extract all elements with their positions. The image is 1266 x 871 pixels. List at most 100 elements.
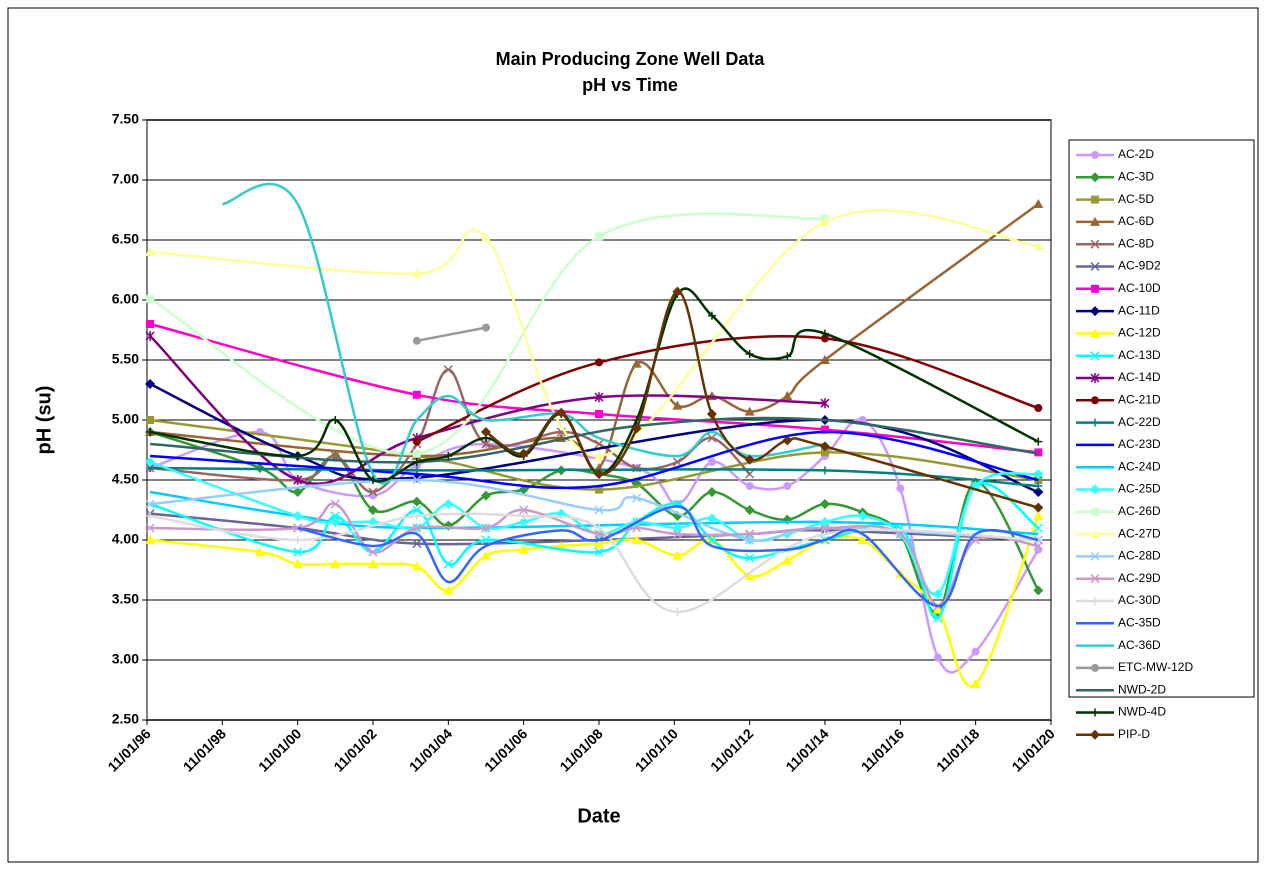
marker	[744, 571, 755, 580]
marker	[145, 379, 156, 389]
y-tick-label: 5.50	[112, 351, 139, 367]
marker	[1090, 484, 1100, 495]
legend-label: AC-22D	[1118, 415, 1161, 429]
marker	[443, 585, 454, 595]
marker	[595, 410, 603, 418]
legend-label: AC-29D	[1118, 571, 1161, 585]
marker	[820, 466, 829, 475]
marker	[145, 499, 155, 509]
marker	[820, 530, 829, 538]
marker	[819, 499, 830, 509]
marker	[896, 484, 905, 493]
marker	[292, 559, 303, 568]
marker	[412, 458, 421, 466]
marker	[412, 505, 422, 515]
marker	[411, 496, 422, 507]
series-line	[222, 182, 826, 485]
y-tick-label: 2.50	[112, 711, 139, 727]
marker	[518, 544, 529, 554]
marker	[857, 511, 868, 521]
legend-label: AC-9D2	[1118, 259, 1161, 273]
marker	[412, 437, 421, 446]
marker	[146, 294, 155, 303]
marker	[480, 427, 491, 437]
marker	[594, 451, 604, 460]
marker	[707, 311, 716, 320]
marker	[145, 535, 156, 544]
marker	[481, 535, 491, 545]
marker	[443, 559, 453, 569]
legend-item: AC-13D	[1076, 348, 1161, 362]
series-line	[149, 212, 826, 456]
legend-item: AC-25D	[1076, 482, 1161, 496]
marker	[782, 391, 793, 400]
marker	[819, 355, 830, 364]
marker	[1033, 541, 1043, 551]
legend-label: AC-26D	[1118, 504, 1161, 518]
marker	[707, 535, 717, 545]
marker	[1034, 437, 1043, 446]
legend-label: AC-2D	[1118, 147, 1154, 161]
series-line	[149, 202, 1040, 472]
marker	[330, 499, 340, 509]
marker	[672, 550, 683, 560]
marker	[412, 449, 421, 458]
legend-label: AC-35D	[1118, 615, 1161, 629]
legend-label: AC-24D	[1118, 459, 1161, 473]
marker	[518, 517, 529, 527]
marker	[971, 647, 980, 656]
marker	[292, 487, 303, 497]
marker	[933, 613, 943, 623]
legend-label: AC-23D	[1118, 437, 1161, 451]
marker	[819, 217, 830, 226]
marker	[145, 247, 156, 256]
legend-item: AC-3D	[1076, 169, 1154, 183]
legend-item: AC-26D	[1076, 504, 1161, 518]
y-tick-label: 6.00	[112, 291, 139, 307]
legend-label: AC-12D	[1118, 326, 1161, 340]
series	[222, 182, 826, 485]
legend-box	[1068, 139, 1255, 698]
marker	[707, 433, 717, 443]
marker	[820, 448, 829, 457]
marker	[411, 561, 422, 571]
marker	[292, 511, 303, 521]
legend-label: AC-36D	[1118, 638, 1161, 652]
marker	[146, 428, 155, 436]
marker	[673, 608, 682, 616]
marker	[672, 286, 683, 297]
series-line	[149, 209, 1039, 458]
marker	[556, 407, 567, 418]
marker	[480, 232, 491, 242]
marker	[1091, 507, 1099, 516]
marker	[412, 336, 421, 345]
series-line	[150, 430, 1039, 490]
marker	[293, 536, 302, 544]
marker	[145, 457, 156, 467]
marker	[412, 523, 422, 533]
marker	[1091, 708, 1099, 717]
marker	[595, 524, 603, 532]
marker	[783, 482, 792, 490]
marker	[745, 469, 755, 479]
marker	[367, 505, 378, 515]
marker	[595, 358, 603, 367]
marker	[411, 268, 422, 278]
marker	[1091, 396, 1099, 405]
series-line	[150, 416, 1039, 464]
legend-item: AC-36D	[1076, 638, 1161, 652]
marker	[1090, 216, 1100, 226]
marker	[330, 559, 341, 568]
marker	[146, 512, 155, 520]
marker	[933, 653, 942, 662]
marker	[1091, 195, 1099, 204]
series	[150, 416, 1039, 464]
marker	[1090, 261, 1100, 272]
legend-item: AC-28D	[1076, 549, 1161, 563]
legend-item: NWD-2D	[1076, 682, 1166, 696]
legend-item: AC-8D	[1076, 236, 1154, 250]
marker	[254, 547, 265, 556]
marker	[820, 398, 830, 409]
marker	[706, 409, 717, 419]
marker	[1090, 351, 1100, 361]
